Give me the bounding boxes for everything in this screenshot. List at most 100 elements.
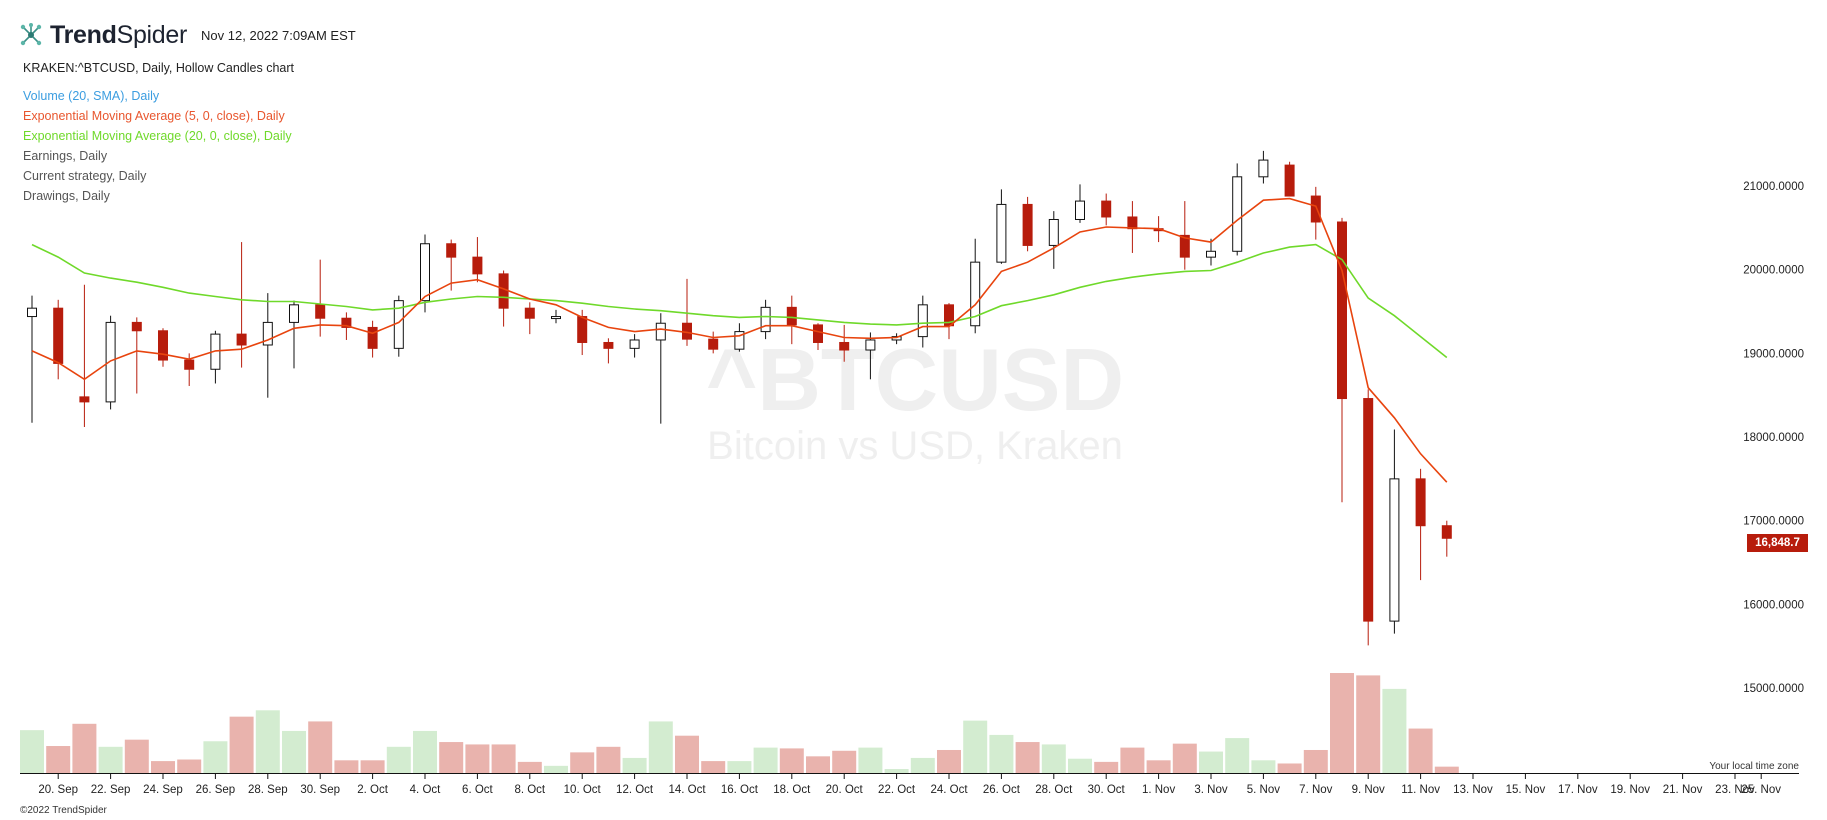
volume-bar	[1277, 763, 1302, 773]
candle-body	[839, 341, 850, 351]
candle	[1075, 184, 1085, 223]
copyright-notice: ©2022 TrendSpider	[20, 805, 107, 816]
candle	[629, 334, 640, 358]
volume-bar	[727, 761, 752, 773]
volume-bar	[360, 760, 385, 773]
candle	[708, 331, 719, 354]
volume-bar	[413, 730, 437, 773]
candle-body	[315, 304, 326, 319]
volume-bar	[386, 746, 411, 773]
candle	[420, 234, 430, 313]
candle	[315, 259, 326, 337]
volume-bar	[1068, 758, 1092, 773]
candle-body	[629, 339, 640, 349]
candle	[393, 295, 404, 357]
x-tick-label: 22. Oct	[878, 784, 916, 796]
candle-body	[865, 339, 876, 351]
candle	[53, 299, 64, 380]
indicator-ema-5[interactable]: Exponential Moving Average (5, 0, close)…	[23, 109, 285, 123]
candle-body	[1048, 218, 1059, 246]
x-tick-label: 9. Nov	[1352, 784, 1385, 796]
y-tick-label: 21000.0000	[1743, 181, 1804, 193]
candle	[1337, 217, 1347, 503]
volume-bar	[72, 723, 97, 773]
x-tick-label: 30. Oct	[1088, 784, 1126, 796]
volume-bar	[229, 716, 254, 773]
candle-body	[236, 333, 247, 346]
volume-bar	[832, 750, 857, 773]
x-tick-label: 21. Nov	[1663, 784, 1703, 796]
candle-body	[603, 341, 614, 349]
chart-symbol-description[interactable]: KRAKEN:^BTCUSD, Daily, Hollow Candles ch…	[23, 61, 294, 75]
candle	[27, 295, 37, 423]
x-tick-label: 26. Sep	[196, 784, 236, 796]
volume-bar	[517, 761, 542, 773]
indicator-volume[interactable]: Volume (20, SMA), Daily	[23, 89, 160, 103]
x-tick-label: 25. Nov	[1741, 784, 1781, 796]
x-tick-label: 2. Oct	[357, 784, 388, 796]
volume-bar	[465, 744, 490, 773]
x-tick-label: 5. Nov	[1247, 784, 1280, 796]
timezone-label[interactable]: Your local time zone	[1709, 761, 1799, 772]
candle	[813, 323, 823, 351]
volume-bar	[910, 757, 935, 773]
candle	[367, 320, 378, 358]
candle	[1232, 163, 1243, 256]
volume-bar	[308, 721, 333, 773]
candle-body	[184, 359, 195, 370]
y-tick-label: 20000.0000	[1743, 265, 1804, 277]
volume-bar	[701, 761, 726, 773]
brand-name-bold: Trend	[50, 20, 117, 49]
volume-bar	[151, 761, 175, 773]
volume-bar	[439, 742, 464, 773]
candle-body	[655, 322, 666, 341]
volume-bar	[753, 747, 778, 773]
candle	[79, 284, 90, 427]
candle-body	[996, 203, 1007, 263]
indicator-drawings[interactable]: Drawings, Daily	[23, 189, 110, 203]
brand-name-light: Spider	[116, 20, 188, 49]
candle	[131, 317, 142, 394]
volume-bar	[544, 765, 568, 773]
candle-body	[1363, 398, 1374, 622]
volume-bar	[124, 739, 149, 773]
y-tick-label: 16000.0000	[1743, 599, 1804, 611]
candle-body	[786, 306, 797, 326]
candle-body	[813, 324, 823, 343]
x-tick-label: 10. Oct	[564, 784, 602, 796]
volume-bar	[1330, 673, 1354, 773]
watermark-description: Bitcoin vs USD, Kraken	[707, 424, 1123, 468]
brand-name[interactable]: TrendSpider	[50, 21, 187, 50]
candle-body	[524, 307, 535, 319]
candle-body	[131, 321, 142, 332]
candle-body	[446, 243, 457, 258]
candle-body	[917, 304, 928, 338]
trendspider-logo-icon[interactable]	[18, 22, 44, 48]
candle-body	[289, 304, 299, 323]
candle-body	[734, 331, 745, 350]
indicator-earnings[interactable]: Earnings, Daily	[23, 149, 108, 163]
volume-bar	[1225, 738, 1250, 773]
volume-bar	[98, 746, 123, 773]
volume-bar	[779, 748, 804, 773]
candle-body	[1337, 221, 1347, 400]
candle-body	[551, 316, 561, 320]
x-tick-label: 24. Oct	[930, 784, 968, 796]
candle	[1206, 238, 1216, 266]
indicator-ema-20[interactable]: Exponential Moving Average (20, 0, close…	[23, 129, 292, 143]
candle	[210, 330, 221, 384]
volume-bars	[20, 673, 1459, 773]
x-tick-label: 28. Oct	[1035, 784, 1073, 796]
x-tick-label: 20. Sep	[38, 784, 78, 796]
indicator-current-strategy[interactable]: Current strategy, Daily	[23, 169, 147, 183]
candle	[865, 332, 876, 380]
candle	[1284, 161, 1295, 197]
candle	[760, 299, 771, 340]
candle	[1101, 193, 1112, 226]
volume-bar	[334, 760, 359, 773]
x-tick-label: 11. Nov	[1401, 784, 1440, 796]
watermark-symbol: ^BTCUSD	[706, 330, 1124, 429]
candle-body	[970, 261, 981, 327]
x-tick-label: 15. Nov	[1506, 784, 1546, 796]
